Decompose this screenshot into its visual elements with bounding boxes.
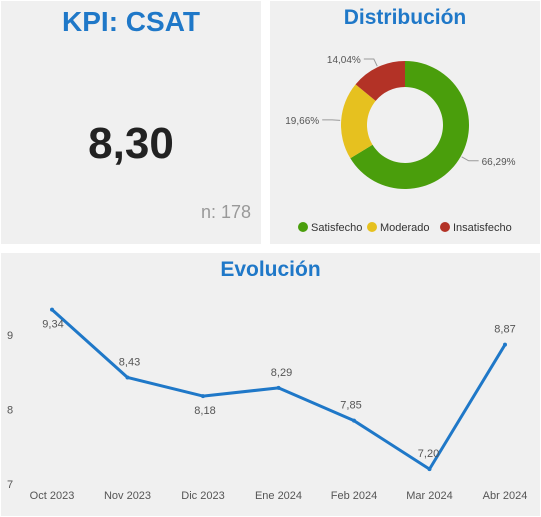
legend-label-satisfecho: Satisfecho — [311, 222, 362, 234]
donut-slice-insatisfecho — [355, 61, 405, 101]
x-tick-label: Feb 2024 — [331, 490, 377, 502]
legend-item-moderado: Moderado — [367, 222, 430, 234]
data-point — [201, 394, 205, 399]
data-point — [50, 307, 54, 312]
x-tick-label: Mar 2024 — [406, 490, 452, 502]
y-tick-label: 7 — [7, 479, 13, 491]
data-point — [352, 418, 356, 423]
kpi-card: KPI: CSAT 8,30 n: 178 — [1, 1, 261, 244]
distribution-title: Distribución — [343, 6, 467, 29]
data-point — [503, 342, 507, 347]
x-tick-label: Nov 2023 — [104, 490, 151, 502]
legend-swatch-moderado — [367, 222, 377, 232]
y-tick-label: 8 — [7, 405, 13, 417]
x-tick-label: Abr 2024 — [483, 490, 528, 502]
data-label: 8,43 — [119, 356, 140, 368]
donut-data-label-satisfecho: 66,29% — [482, 157, 516, 168]
donut-data-label-insatisfecho: 14,04% — [327, 55, 361, 66]
x-tick-label: Oct 2023 — [30, 490, 75, 502]
data-point — [427, 467, 432, 472]
x-tick-label: Dic 2023 — [181, 490, 224, 502]
donut-data-label-moderado: 19,66% — [285, 116, 319, 127]
line-chart: 9 8 7 Oct 2023 Nov 2023 Dic 2023 Ene 2024 Feb 2… — [7, 307, 528, 502]
data-label: 9,34 — [42, 319, 63, 331]
legend-item-insatisfecho: Insatisfecho — [440, 222, 512, 234]
data-label: 7,20 — [418, 448, 439, 460]
evolution-card: Evolución 9 8 7 Oct 2023 Nov 2023 Dic 2023 Ene… — [1, 253, 540, 516]
legend-label-moderado: Moderado — [380, 222, 430, 234]
data-point — [276, 385, 281, 390]
donut-slice-satisfecho — [350, 61, 469, 190]
donut-slice-moderado — [341, 84, 376, 159]
data-label: 8,18 — [194, 405, 215, 417]
legend-swatch-insatisfecho — [440, 222, 450, 232]
data-point — [125, 375, 130, 380]
data-label: 8,87 — [494, 324, 515, 336]
legend-swatch-satisfecho — [298, 222, 308, 232]
kpi-sample-size: n: 178 — [200, 202, 251, 222]
data-label: 8,29 — [271, 367, 292, 379]
kpi-title: KPI: CSAT — [62, 6, 200, 37]
legend-item-satisfecho: Satisfecho — [298, 222, 362, 234]
distribution-card: Distribución 66,29% 19,66% 14,04% Satisfech… — [270, 1, 540, 244]
legend-label-insatisfecho: Insatisfecho — [453, 222, 512, 234]
donut-leader-line — [363, 58, 378, 67]
kpi-value: 8,30 — [88, 119, 174, 168]
data-label: 7,85 — [340, 400, 361, 412]
donut-leader-line — [322, 119, 341, 121]
donut-leader-line — [461, 156, 479, 162]
donut-chart: 66,29% 19,66% 14,04% Satisfecho Moderado Insa… — [285, 55, 516, 234]
y-tick-label: 9 — [7, 330, 13, 342]
x-tick-label: Ene 2024 — [255, 490, 302, 502]
evolution-title: Evolución — [220, 258, 321, 281]
